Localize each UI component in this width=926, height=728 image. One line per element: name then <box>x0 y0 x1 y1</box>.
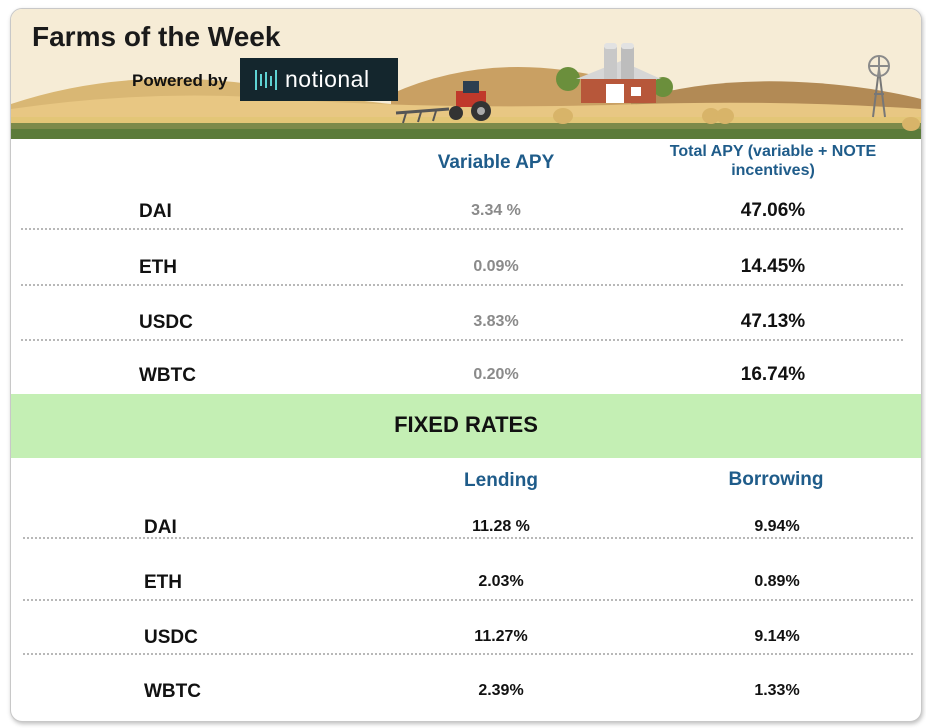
asset-name: WBTC <box>139 365 196 386</box>
row-divider <box>23 599 913 601</box>
fixed-rates-band: FIXED RATES <box>11 394 921 458</box>
notional-bars-icon <box>255 70 277 90</box>
asset-name: USDC <box>144 627 198 648</box>
borrowing-value: 9.14% <box>754 628 800 645</box>
variable-row: WBTC 0.20% 16.74% <box>11 351 921 406</box>
total-apy-header: Total APY (variable + NOTE incentives) <box>669 143 877 179</box>
asset-name: DAI <box>144 517 177 538</box>
asset-name: ETH <box>144 572 182 593</box>
variable-row: USDC 3.83% 47.13% <box>11 298 921 353</box>
variable-row: ETH 0.09% 14.45% <box>11 243 921 298</box>
variable-apy-value: 0.20% <box>473 366 519 383</box>
asset-name: WBTC <box>144 681 201 702</box>
fixed-rates-heading: FIXED RATES <box>394 412 538 437</box>
lending-value: 2.39% <box>478 682 524 699</box>
variable-apy-value: 3.83% <box>473 313 519 330</box>
lending-header: Lending <box>464 470 538 491</box>
lending-value: 2.03% <box>478 573 524 590</box>
fixed-row: ETH 2.03% 0.89% <box>11 558 921 613</box>
variable-apy-header: Variable APY <box>437 152 555 173</box>
row-divider <box>21 339 903 341</box>
borrowing-header: Borrowing <box>728 469 824 490</box>
fixed-row: DAI 11.28 % 9.94% <box>11 503 921 558</box>
lending-value: 11.27% <box>474 628 528 645</box>
lending-value: 11.28 % <box>472 518 530 535</box>
powered-by-label: Powered by <box>132 71 228 90</box>
asset-name: ETH <box>139 257 177 278</box>
farm-landscape-illustration <box>11 43 921 139</box>
total-apy-value: 16.74% <box>740 364 806 385</box>
row-divider <box>21 228 903 230</box>
page-title: Farms of the Week <box>32 21 281 52</box>
variable-apy-value: 0.09% <box>473 258 519 275</box>
row-divider <box>23 653 913 655</box>
fixed-row: USDC 11.27% 9.14% <box>11 613 921 668</box>
borrowing-value: 1.33% <box>754 682 800 699</box>
row-divider <box>21 284 903 286</box>
total-apy-value: 47.13% <box>740 311 806 332</box>
variable-row: DAI 3.34 % 47.06% <box>11 187 921 242</box>
farms-card: Farms of the Week Powered by notional Va… <box>10 8 922 722</box>
total-apy-value: 14.45% <box>740 256 806 277</box>
borrowing-value: 9.94% <box>754 518 800 535</box>
asset-name: DAI <box>139 201 172 222</box>
notional-logo[interactable]: notional <box>240 58 398 101</box>
farm-banner: Farms of the Week Powered by notional <box>11 9 921 139</box>
row-divider <box>23 537 913 539</box>
variable-apy-value: 3.34 % <box>471 202 521 219</box>
borrowing-value: 0.89% <box>754 573 800 590</box>
total-apy-value: 47.06% <box>740 200 806 221</box>
fixed-row: WBTC 2.39% 1.33% <box>11 667 921 721</box>
notional-logo-text: notional <box>285 66 370 92</box>
asset-name: USDC <box>139 312 193 333</box>
